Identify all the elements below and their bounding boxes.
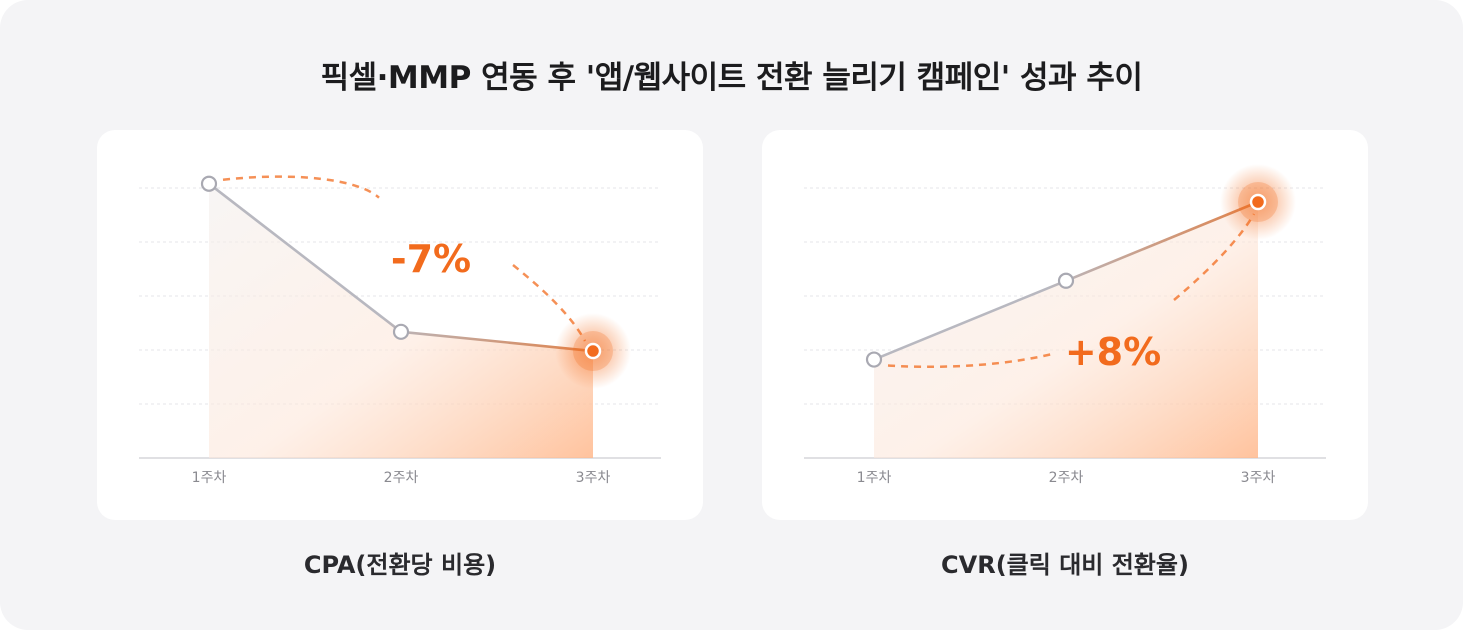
cpa-change-label: -7% — [391, 237, 471, 281]
cpa-tick-label: 3주차 — [576, 470, 611, 486]
cpa-data-point — [584, 342, 602, 360]
cpa-data-point — [200, 175, 218, 192]
cvr-chart-card: 1주차 2주차 3주차 +8% — [762, 130, 1368, 520]
cvr-change-arc — [887, 352, 1055, 369]
cpa-chart-caption: CPA(전환당 비용) — [303, 551, 497, 579]
cvr-data-point — [865, 351, 883, 368]
cpa-tick-label: 2주차 — [384, 470, 419, 486]
cvr-tick-label: 2주차 — [1049, 470, 1084, 486]
cpa-chart-card: 1주차 2주차 3주차 -7% — [97, 130, 703, 520]
cpa-area — [209, 183, 593, 458]
cvr-change-label: +8% — [1065, 330, 1161, 374]
cvr-area — [874, 202, 1258, 458]
cvr-data-point — [1249, 193, 1267, 211]
cvr-tick-label: 3주차 — [1241, 470, 1276, 486]
cvr-data-point — [1057, 272, 1075, 289]
cpa-tick-label: 1주차 — [192, 470, 227, 486]
cpa-data-point — [392, 323, 410, 340]
cvr-tick-label: 1주차 — [857, 470, 892, 486]
page-title: 픽셀·MMP 연동 후 '앱/웹사이트 전환 늘리기 캠페인' 성과 추이 — [320, 60, 1143, 96]
cpa-change-arc — [222, 175, 380, 199]
cpa-chart: 1주차 2주차 3주차 -7% — [139, 175, 661, 486]
cvr-chart-caption: CVR(클릭 대비 전환율) — [941, 551, 1189, 579]
cvr-chart: 1주차 2주차 3주차 +8% — [804, 164, 1326, 486]
